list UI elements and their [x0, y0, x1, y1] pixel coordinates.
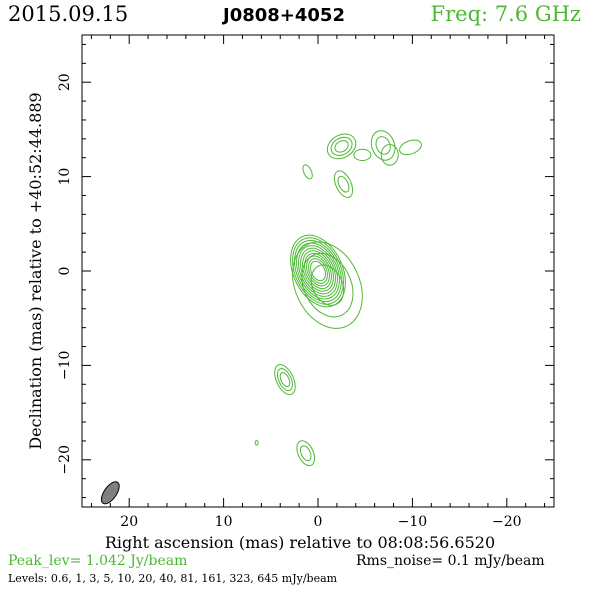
- contour-2-level-1: [330, 136, 353, 156]
- contour-group: [254, 130, 422, 467]
- contour-7-level-0: [333, 170, 354, 198]
- contour-3-level-0: [353, 148, 372, 162]
- contour-0-level-9: [308, 258, 328, 284]
- contour-9-level-2: [279, 372, 291, 388]
- beam-group: [100, 481, 120, 505]
- plot-frame: [81, 34, 555, 508]
- y-tick-label: 20: [57, 73, 73, 91]
- contour-6-level-0: [380, 144, 399, 166]
- contour-2-level-2: [334, 140, 349, 153]
- x-tick-label: 0: [314, 514, 323, 530]
- contour-2-level-0: [326, 133, 357, 160]
- y-tick-label: −20: [57, 445, 73, 475]
- x-tick-label: 20: [120, 514, 138, 530]
- contour-levels: Levels: 0.6, 1, 3, 5, 10, 20, 40, 81, 16…: [8, 572, 338, 585]
- contour-1-level-2: [310, 264, 345, 306]
- rms-noise: Rms_noise= 0.1 mJy/beam: [356, 553, 545, 569]
- contour-7-level-1: [337, 175, 350, 193]
- contour-5-level-0: [399, 139, 422, 156]
- contour-0-level-6: [302, 250, 334, 292]
- observation-date: 2015.09.15: [8, 2, 129, 26]
- contour-8-level-0: [302, 164, 313, 180]
- x-tick-label: −10: [398, 514, 428, 530]
- contour-0-level-8: [306, 255, 330, 287]
- source-name: J0808+4052: [223, 5, 345, 26]
- beam-ellipse: [100, 481, 120, 505]
- contour-9-level-1: [276, 368, 293, 392]
- contour-9-level-0: [274, 364, 296, 396]
- contour-4-level-1: [375, 136, 391, 155]
- frequency-label: Freq: 7.6 GHz: [430, 2, 581, 26]
- x-axis-label: Right ascension (mas) relative to 08:08:…: [105, 533, 495, 552]
- contour-10-level-0: [296, 440, 316, 467]
- x-tick-label: −20: [492, 514, 522, 530]
- contour-0-level-5: [300, 247, 336, 295]
- y-axis-label: Declination (mas) relative to +40:52:44.…: [26, 92, 45, 449]
- contour-11-level-0: [254, 439, 259, 446]
- contour-10-level-1: [299, 445, 312, 462]
- y-tick-label: −10: [57, 351, 73, 381]
- contour-4-level-0: [370, 130, 396, 161]
- contour-0-level-2: [294, 239, 342, 303]
- x-tick-label: 10: [215, 514, 233, 530]
- peak-level: Peak_lev= 1.042 Jy/beam: [8, 553, 188, 569]
- tick-group: 20 10 0 −10 −20 20 10 0 −10 −20: [57, 35, 554, 530]
- y-tick-label: 0: [57, 267, 73, 276]
- contour-0-level-3: [296, 242, 340, 300]
- contour-1-level-1: [301, 252, 354, 318]
- y-tick-label: 10: [57, 168, 73, 186]
- contour-1-level-0: [292, 241, 363, 329]
- contour-0-level-4: [298, 245, 338, 297]
